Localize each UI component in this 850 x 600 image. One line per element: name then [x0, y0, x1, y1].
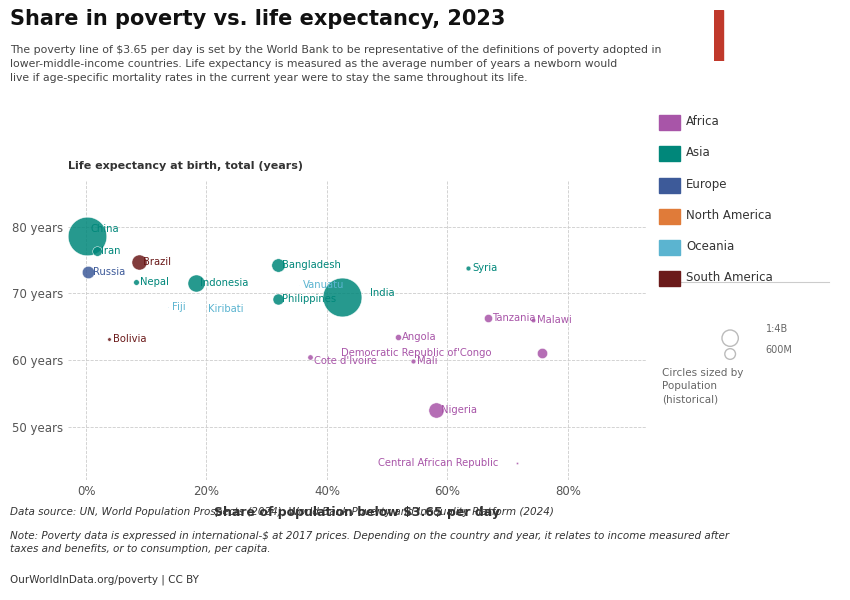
Point: [197, 305, 211, 314]
Point: [190, 278, 203, 288]
Text: India: India: [370, 288, 394, 298]
Point: [391, 332, 405, 341]
Text: Philippines: Philippines: [281, 295, 336, 304]
Text: Central African Republic: Central African Republic: [377, 458, 498, 469]
Text: Mali: Mali: [417, 356, 438, 367]
Text: Life expectancy at birth, total (years): Life expectancy at birth, total (years): [68, 161, 303, 171]
Text: Democratic Republic of'Congo: Democratic Republic of'Congo: [341, 349, 491, 358]
Text: Note: Poverty data is expressed in international-$ at 2017 prices. Depending on : Note: Poverty data is expressed in inter…: [10, 531, 729, 554]
Point: [81, 231, 94, 241]
Point: [303, 353, 317, 362]
Text: Oceania: Oceania: [686, 240, 734, 253]
Text: Africa: Africa: [686, 115, 720, 128]
Text: Fiji: Fiji: [172, 302, 186, 311]
Text: China: China: [90, 224, 119, 234]
Text: Circles sized by
Population
(historical): Circles sized by Population (historical): [662, 368, 744, 404]
Text: The poverty line of $3.65 per day is set by the World Bank to be representative : The poverty line of $3.65 per day is set…: [10, 45, 661, 83]
Text: Russia: Russia: [93, 267, 125, 277]
Text: Indonesia: Indonesia: [201, 278, 249, 289]
Text: Nigeria: Nigeria: [440, 405, 477, 415]
Text: South America: South America: [686, 271, 773, 284]
Text: OurWorldInData.org/poverty | CC BY: OurWorldInData.org/poverty | CC BY: [10, 575, 199, 586]
Point: [133, 257, 146, 267]
Text: 1:4B: 1:4B: [766, 324, 788, 334]
Point: [406, 356, 420, 366]
Point: [102, 334, 116, 343]
Text: Tanzania: Tanzania: [492, 313, 536, 323]
Text: Iran: Iran: [101, 245, 121, 256]
Point: [335, 293, 348, 302]
Point: [510, 458, 524, 468]
Text: Vanuatu: Vanuatu: [303, 280, 344, 290]
Text: Share in poverty vs. life expectancy, 2023: Share in poverty vs. life expectancy, 20…: [10, 9, 506, 29]
Point: [526, 315, 540, 325]
Point: [481, 313, 495, 323]
Text: Kiribati: Kiribati: [208, 304, 244, 314]
Text: in Data: in Data: [762, 42, 804, 52]
Text: Syria: Syria: [473, 263, 498, 273]
Text: Malawi: Malawi: [537, 315, 572, 325]
Text: Brazil: Brazil: [143, 257, 171, 267]
Point: [90, 246, 104, 256]
Text: Bangladesh: Bangladesh: [281, 260, 341, 269]
Text: North America: North America: [686, 209, 772, 222]
Point: [270, 260, 284, 269]
Text: Bolivia: Bolivia: [113, 334, 146, 344]
Point: [162, 302, 175, 311]
Text: Nepal: Nepal: [140, 277, 169, 287]
Point: [429, 405, 443, 415]
Point: [292, 280, 305, 289]
Text: Angola: Angola: [402, 332, 437, 341]
Point: [270, 295, 284, 304]
Point: [723, 349, 737, 359]
Point: [462, 263, 475, 273]
Text: Our World: Our World: [753, 22, 813, 32]
Text: 600M: 600M: [766, 345, 793, 355]
Point: [723, 334, 737, 343]
Point: [536, 349, 549, 358]
X-axis label: Share of population below $3.65 per day: Share of population below $3.65 per day: [214, 506, 500, 519]
Text: Asia: Asia: [686, 146, 711, 160]
Point: [129, 277, 143, 287]
Point: [82, 267, 95, 277]
Text: Cote d'Ivoire: Cote d'Ivoire: [314, 356, 377, 367]
Text: Data source: UN, World Population Prospects (2024); World Bank Poverty and Inequ: Data source: UN, World Population Prospe…: [10, 507, 554, 517]
Text: Europe: Europe: [686, 178, 728, 191]
FancyBboxPatch shape: [714, 10, 722, 61]
